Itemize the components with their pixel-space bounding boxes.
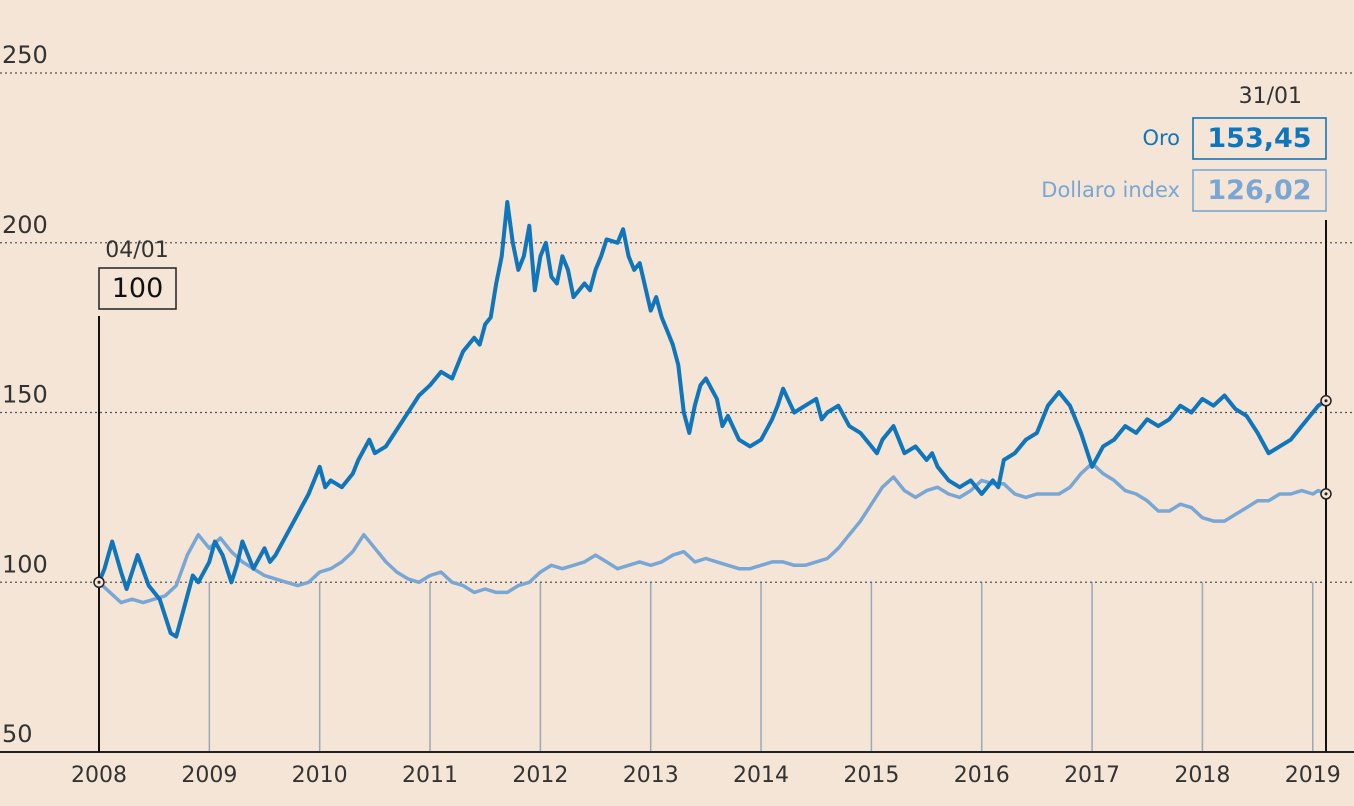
x-tick-label-2013: 2013 bbox=[623, 763, 679, 788]
x-tick-label-2008: 2008 bbox=[71, 763, 127, 788]
x-tick-label-2009: 2009 bbox=[181, 763, 237, 788]
start-date-label: 04/01 bbox=[105, 238, 168, 263]
x-tick-label-2019: 2019 bbox=[1285, 763, 1341, 788]
series-layer bbox=[97, 200, 1328, 639]
x-tick-label-2017: 2017 bbox=[1064, 763, 1120, 788]
annotations: 04/01 100 31/01 Oro 153,45 Dollaro index 126,0… bbox=[93, 84, 1332, 752]
value-box-oro bbox=[1192, 117, 1327, 160]
end-point-dot-dollaro-index bbox=[1324, 492, 1328, 496]
series-line-oro bbox=[97, 200, 1328, 639]
y-tick-label-100: 100 bbox=[2, 550, 48, 578]
value-box-dollaro-index bbox=[1192, 169, 1327, 212]
year-gridlines bbox=[208, 582, 1314, 752]
y-tick-label-50: 50 bbox=[2, 720, 33, 748]
y-axis-ticks: 50 100 150 200 250 bbox=[2, 41, 48, 748]
start-value-label: 100 bbox=[112, 273, 164, 304]
horizontal-gridlines bbox=[0, 72, 1354, 583]
x-tick-label-2011: 2011 bbox=[402, 763, 458, 788]
x-tick-label-2015: 2015 bbox=[843, 763, 899, 788]
value-label-dollaro-index: 126,02 bbox=[1207, 175, 1311, 206]
y-tick-label-150: 150 bbox=[2, 381, 48, 409]
x-tick-label-2018: 2018 bbox=[1174, 763, 1230, 788]
x-tick-label-2010: 2010 bbox=[292, 763, 348, 788]
y-tick-label-250: 250 bbox=[2, 41, 48, 69]
end-date-label: 31/01 bbox=[1239, 84, 1302, 109]
x-tick-label-2012: 2012 bbox=[512, 763, 568, 788]
x-axis-ticks: 2008 2009 2010 2011 2012 2013 2014 2015 2016 2017… bbox=[71, 763, 1341, 788]
x-tick-label-2016: 2016 bbox=[954, 763, 1010, 788]
legend-label-oro: Oro bbox=[1142, 126, 1180, 150]
legend-label-dollaro-index: Dollaro index bbox=[1041, 178, 1180, 202]
end-point-dot-oro bbox=[1324, 399, 1328, 403]
start-value-box bbox=[98, 267, 177, 310]
series-line-dollaro-index bbox=[97, 461, 1328, 605]
start-point-dot bbox=[97, 580, 101, 584]
y-tick-label-200: 200 bbox=[2, 211, 48, 239]
value-label-oro: 153,45 bbox=[1207, 123, 1311, 154]
x-tick-label-2014: 2014 bbox=[733, 763, 789, 788]
